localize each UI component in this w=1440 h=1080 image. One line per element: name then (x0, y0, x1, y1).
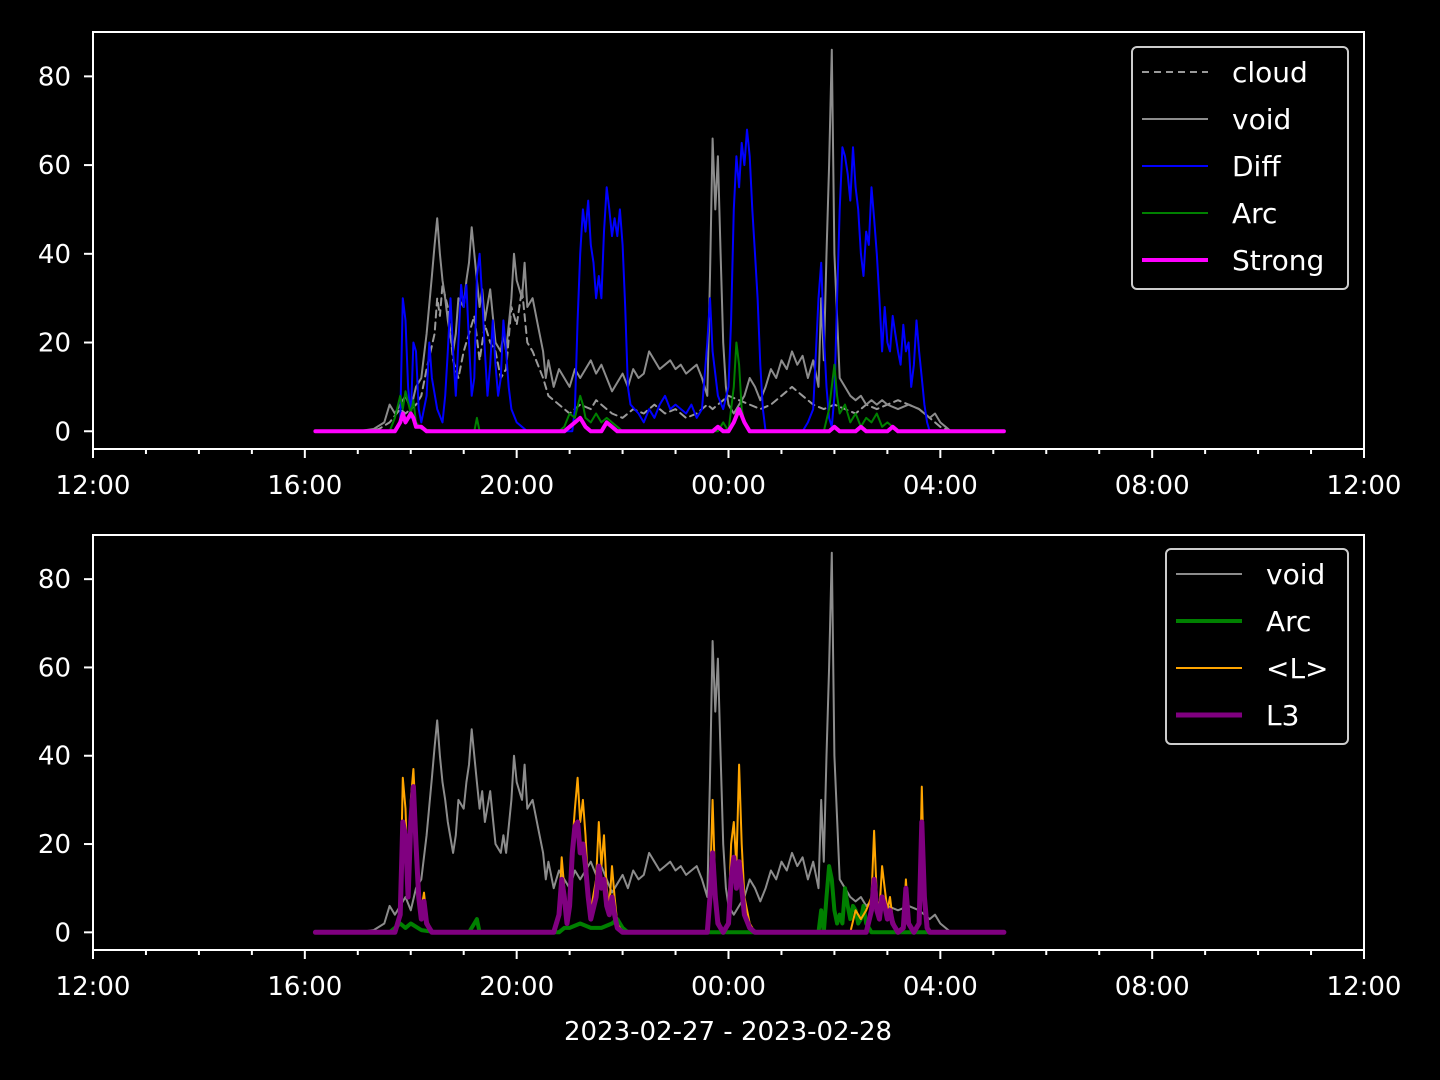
legend-label: Arc (1232, 197, 1277, 230)
y-tick-label: 0 (54, 918, 71, 948)
series-line-strong (313, 407, 1006, 434)
x-tick-label: 12:00 (56, 972, 131, 1002)
top-chart: 12:00 16:00 20:00 00:00 04:00 08:00 12:00 0 20 40… (38, 31, 1402, 501)
y-tick-label: 20 (38, 329, 71, 359)
y-tick-label: 40 (38, 742, 71, 772)
series-line-l3 (312, 784, 1007, 935)
x-tick-label: 00:00 (691, 972, 766, 1002)
legend-label: L3 (1266, 699, 1299, 732)
x-tick-label: 16:00 (267, 972, 342, 1002)
legend: void Arc <L> L3 (1165, 548, 1349, 745)
y-tick-label: 80 (38, 62, 71, 92)
x-tick-label: 20:00 (479, 471, 554, 501)
legend-label: <L> (1266, 652, 1329, 685)
legend-label: void (1266, 558, 1325, 591)
series-line-void (314, 551, 1005, 934)
x-tick-label: 16:00 (267, 471, 342, 501)
legend: cloud void Diff Arc Strong (1131, 46, 1349, 290)
series-group (312, 551, 1007, 935)
x-tick-label: 20:00 (479, 972, 554, 1002)
legend-label: void (1232, 103, 1291, 136)
legend-label: cloud (1232, 56, 1308, 89)
y-tick-label: 40 (38, 240, 71, 270)
legend-label: Strong (1232, 244, 1324, 277)
x-tick-label: 12:00 (1327, 471, 1402, 501)
y-tick-label: 20 (38, 830, 71, 860)
x-axis-label: 2023-02-27 - 2023-02-28 (564, 1017, 892, 1047)
legend-label: Arc (1266, 605, 1311, 638)
bottom-chart: 12:00 16:00 20:00 00:00 04:00 08:00 12:00 0 20 40… (38, 534, 1402, 1002)
y-tick-label: 60 (38, 653, 71, 683)
x-tick-label: 04:00 (903, 972, 978, 1002)
legend-box (1165, 548, 1349, 745)
y-tick-label: 80 (38, 565, 71, 595)
x-tick-label: 08:00 (1115, 972, 1190, 1002)
legend-label: Diff (1232, 150, 1281, 183)
series-group (313, 48, 1006, 434)
x-tick-label: 00:00 (691, 471, 766, 501)
legend-box (1131, 46, 1349, 290)
x-tick-label: 12:00 (56, 471, 131, 501)
x-tick-label: 08:00 (1115, 471, 1190, 501)
y-tick-label: 0 (54, 417, 71, 447)
series-line-diff (314, 128, 1005, 433)
x-tick-label: 04:00 (903, 471, 978, 501)
y-tick-label: 60 (38, 151, 71, 181)
x-tick-label: 12:00 (1327, 972, 1402, 1002)
